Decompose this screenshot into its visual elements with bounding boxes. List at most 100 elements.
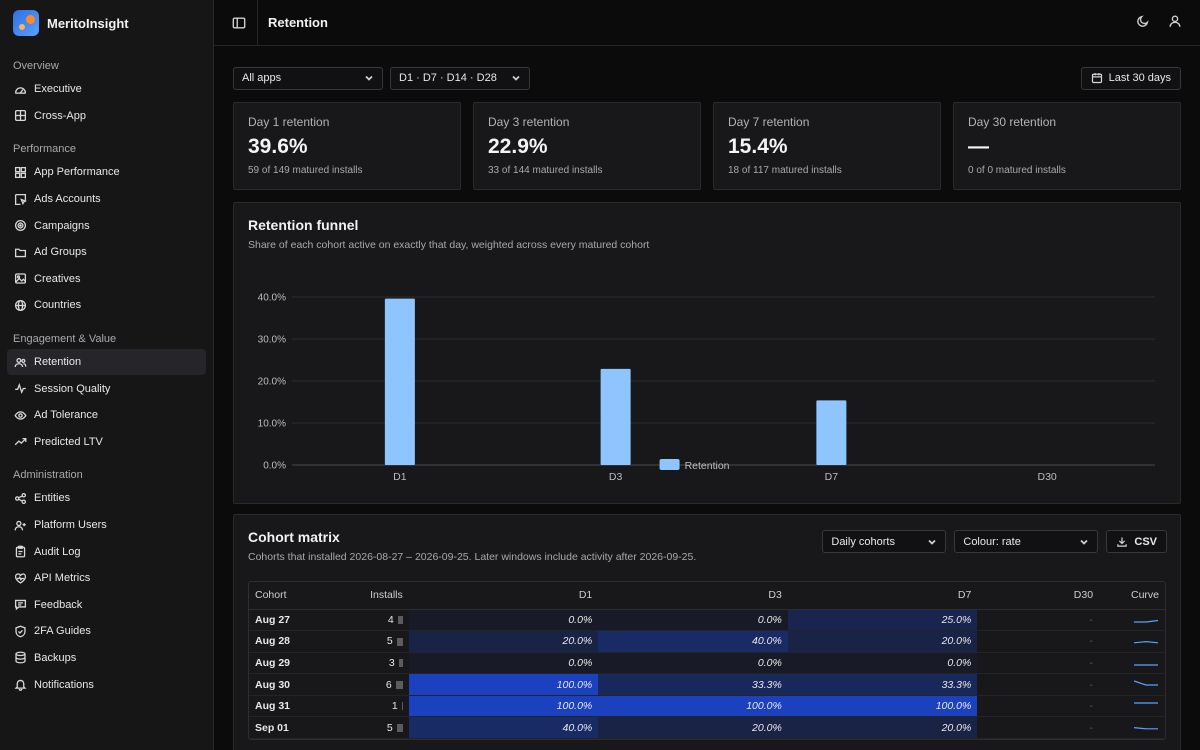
sidebar-item-label: App Performance (34, 166, 120, 179)
cohort-title: Cohort matrix (248, 529, 340, 545)
nav-section-title: Engagement & Value (13, 332, 117, 345)
sidebar-item-label: Ads Accounts (34, 193, 101, 206)
nav-section-title: Performance (13, 143, 76, 156)
curve-cell (1099, 695, 1165, 718)
sidebar-item-ad-groups[interactable]: Ad Groups (7, 239, 206, 266)
calendar-icon (1091, 73, 1102, 84)
sidebar-item-creatives[interactable]: Creatives (7, 266, 206, 293)
d30-cell: - (977, 673, 1100, 696)
brand[interactable]: MeritoInsight (0, 0, 213, 46)
apps-icon (13, 165, 27, 179)
trend-icon (13, 435, 27, 449)
sidebar-item-label: 2FA Guides (34, 625, 91, 638)
sidebar-item-feedback[interactable]: Feedback (7, 592, 206, 619)
date-range-button[interactable]: Last 30 days (1080, 66, 1181, 90)
curve-cell (1099, 716, 1165, 740)
column-header[interactable]: Curve (1099, 582, 1165, 610)
sidebar-item-notifications[interactable]: Notifications (7, 671, 206, 698)
sidebar-item-countries[interactable]: Countries (7, 292, 206, 319)
sidebar-item-executive[interactable]: Executive (7, 76, 206, 103)
table-row[interactable]: Aug 27 4 0.0% 0.0% 25.0% - (249, 609, 1165, 632)
sidebar-item-2fa-guides[interactable]: 2FA Guides (7, 618, 206, 645)
d3-cell: 0.0% (598, 609, 788, 632)
sparkline-path (1133, 640, 1159, 644)
d30-cell: - (977, 695, 1100, 718)
sidebar-item-backups[interactable]: Backups (7, 645, 206, 672)
column-header[interactable]: D1 (408, 582, 599, 610)
sidebar-item-predicted-ltv[interactable]: Predicted LTV (7, 429, 206, 456)
sidebar-item-session-quality[interactable]: Session Quality (7, 375, 206, 402)
d7-cell: 20.0% (787, 630, 978, 653)
sidebar-item-label: Backups (34, 651, 77, 664)
share-icon (13, 491, 27, 505)
d1-cell: 20.0% (408, 630, 599, 653)
kpi-card: Day 1 retention 39.6% 59 of 149 matured in… (233, 102, 461, 190)
kpi-value: 15.4% (728, 135, 788, 158)
retention-curve-sparkline (1134, 702, 1158, 704)
cohort-matrix-table: Cohort Installs D1 D3 D7 D30 Curve Aug 27 4 0.0%… (248, 581, 1166, 741)
sidebar-item-label: Cross-App (34, 109, 86, 122)
bell-icon (13, 678, 27, 692)
export-csv-button[interactable]: CSV (1106, 530, 1167, 553)
d30-cell: - (977, 716, 1100, 740)
bar-d1 (384, 298, 415, 465)
cohort-cell: Aug 27 (249, 609, 349, 632)
sidebar: MeritoInsight Overview Executive Cross-App… (0, 0, 214, 750)
topbar-divider (257, 0, 258, 46)
kpi-label: Day 7 retention (728, 115, 810, 129)
cohort-cell: Sep 01 (249, 716, 349, 740)
installs-value: 1 (391, 700, 398, 713)
column-header[interactable]: Cohort (249, 582, 349, 610)
sidebar-item-ad-tolerance[interactable]: Ad Tolerance (7, 402, 206, 429)
funnel-title: Retention funnel (248, 217, 359, 233)
windows-select[interactable]: D1 · D7 · D14 · D28 (390, 66, 530, 90)
globe-icon (13, 298, 27, 312)
y-tick-label: 20.0% (258, 377, 286, 388)
sidebar-item-api-metrics[interactable]: API Metrics (7, 565, 206, 592)
table-header-row: Cohort Installs D1 D3 D7 D30 Curve (249, 582, 1165, 610)
sidebar-item-app-performance[interactable]: App Performance (7, 159, 206, 186)
installs-cell: 1 (348, 695, 409, 718)
sidebar-item-campaigns[interactable]: Campaigns (7, 212, 206, 239)
d3-cell: 0.0% (598, 652, 788, 675)
sidebar-item-platform-users[interactable]: Platform Users (7, 512, 206, 539)
theme-moon-icon[interactable] (1136, 14, 1150, 31)
sidebar-item-audit-log[interactable]: Audit Log (7, 538, 206, 565)
x-tick-label: D30 (1037, 471, 1056, 483)
d1-cell: 100.0% (408, 673, 599, 696)
brand-name: MeritoInsight (47, 15, 129, 31)
sidebar-item-label: Predicted LTV (34, 435, 103, 448)
x-tick-label: D7 (825, 471, 839, 483)
kpi-value: 39.6% (248, 135, 308, 158)
sidebar-item-retention[interactable]: Retention (7, 348, 206, 376)
nav-section-title: Overview (13, 60, 59, 72)
user-icon[interactable] (1168, 14, 1182, 31)
nav-section: Overview Executive Cross-App (0, 56, 213, 129)
nav-section-title: Administration (13, 469, 83, 482)
sidebar-item-ads-accounts[interactable]: Ads Accounts (7, 186, 206, 213)
activity-icon (13, 382, 27, 396)
sparkline-path (1134, 620, 1159, 623)
sidebar-toggle-icon[interactable] (232, 16, 246, 30)
colour-mode-select[interactable]: Colour: rate (954, 530, 1099, 553)
sidebar-item-cross-app[interactable]: Cross-App (7, 103, 206, 130)
y-tick-label: 30.0% (258, 335, 286, 346)
table-row[interactable]: Aug 29 3 0.0% 0.0% 0.0% - (249, 652, 1165, 675)
column-header[interactable]: D7 (787, 582, 978, 610)
table-row[interactable]: Aug 28 5 20.0% 40.0% 20.0% - (249, 630, 1165, 653)
funnel-subtitle: Share of each cohort active on exactly t… (248, 239, 650, 251)
column-header[interactable]: Installs (348, 582, 409, 610)
table-row[interactable]: Sep 01 5 40.0% 20.0% 20.0% - (249, 716, 1165, 740)
d30-cell: - (977, 652, 1100, 675)
table-row[interactable]: Aug 30 6 100.0% 33.3% 33.3% - (249, 673, 1165, 696)
table-row[interactable]: Aug 31 1 100.0% 100.0% 100.0% - (249, 695, 1165, 718)
column-header[interactable]: D3 (598, 582, 788, 610)
d7-cell: 25.0% (787, 609, 978, 632)
installs-cell: 4 (348, 609, 409, 632)
sidebar-item-entities[interactable]: Entities (7, 485, 206, 512)
cohort-grouping-select[interactable]: Daily cohorts (822, 530, 947, 553)
cohort-cell: Aug 28 (249, 630, 349, 653)
column-header[interactable]: D30 (977, 582, 1100, 610)
app-select[interactable]: All apps (233, 66, 383, 90)
clipboard-icon (13, 545, 27, 559)
